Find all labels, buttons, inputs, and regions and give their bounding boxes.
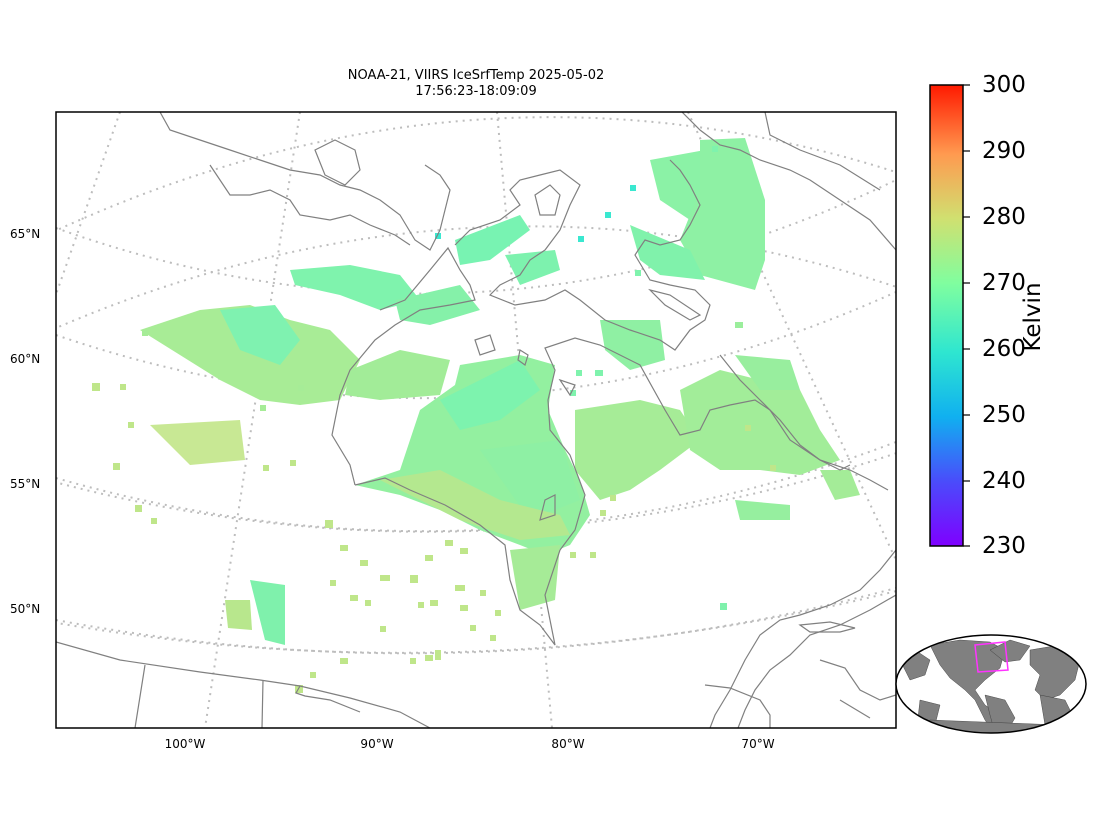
colorbar-tick-270: 270 [982,270,1026,296]
colorbar-tick-280: 280 [982,204,1026,230]
lon-label-80w: 80°W [551,737,585,751]
global-locator-map [895,634,1087,734]
lat-label-55: 55°N [10,477,41,491]
title-line-2: 17:56:23-18:09:09 [415,84,537,99]
lat-label-65: 65°N [10,227,41,241]
lon-label-90w: 90°W [360,737,394,751]
colorbar [929,84,970,547]
ice-surface-temperature-data [140,138,860,645]
scattered-data-pixels [92,146,776,693]
colorbar-tick-240: 240 [982,468,1026,494]
colorbar-label: Kelvin [1020,282,1046,352]
colorbar-tick-260: 260 [982,336,1026,362]
lat-label-50: 50°N [10,602,41,616]
title-line-1: NOAA-21, VIIRS IceSrfTemp 2025-05-02 [347,68,605,83]
colorbar-tick-230: 230 [982,533,1026,559]
colorbar-tick-300: 300 [982,72,1026,98]
lon-label-70w: 70°W [741,737,775,751]
lat-label-60: 60°N [10,352,41,366]
colorbar-tick-290: 290 [982,138,1026,164]
lon-label-100w: 100°W [164,737,206,751]
map-area [56,112,896,728]
map-frame [55,111,897,729]
map-title: NOAA-21, VIIRS IceSrfTemp 2025-05-02 17:… [56,68,896,100]
colorbar-tick-250: 250 [982,402,1026,428]
coastlines [56,112,896,728]
